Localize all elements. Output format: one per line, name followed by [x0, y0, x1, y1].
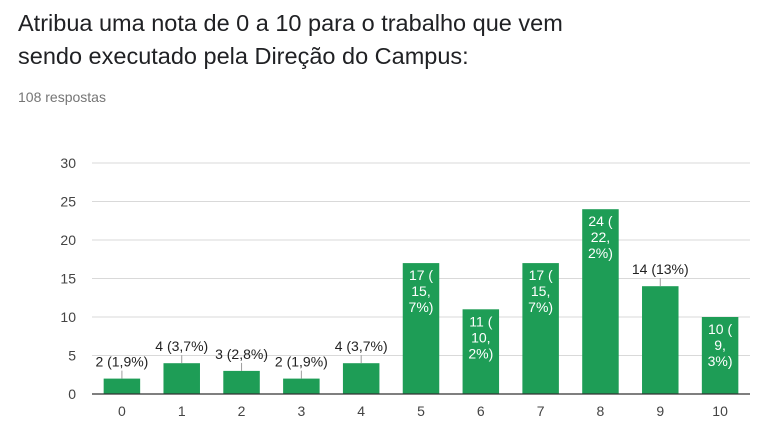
y-axis-ticks: 0 5 10 15 20 25 30 [60, 155, 76, 402]
bar-2 [223, 370, 260, 394]
y-tick-label-30: 30 [60, 155, 76, 171]
bars [103, 209, 739, 394]
title-line-2: sendo executado pela Direção do Campus: [18, 43, 469, 69]
data-label-4: 4 (3,7%) [335, 338, 388, 354]
x-tick-label-3: 3 [297, 403, 305, 419]
bar-6 [462, 309, 500, 394]
data-label-5: 17 (15, 7%) [409, 267, 434, 315]
x-tick-label-9: 9 [656, 403, 664, 419]
x-tick-label-7: 7 [537, 403, 545, 419]
response-count: 108 respostas [18, 89, 106, 105]
x-tick-label-1: 1 [178, 403, 186, 419]
y-tick-label-10: 10 [60, 309, 76, 325]
x-tick-label-8: 8 [597, 403, 605, 419]
page-title: Atribua uma nota de 0 a 10 para o trabal… [18, 7, 738, 73]
data-label-10: 10 (9, 3%) [708, 321, 733, 369]
title-line-1: Atribua uma nota de 0 a 10 para o trabal… [18, 10, 563, 36]
y-tick-label-0: 0 [68, 386, 76, 402]
y-tick-label-5: 5 [68, 348, 76, 364]
y-tick-label-15: 15 [60, 271, 76, 287]
x-tick-label-2: 2 [238, 403, 246, 419]
bar-5 [402, 263, 440, 394]
data-label-6: 11 (10, 2%) [468, 313, 493, 361]
data-label-9: 14 (13%) [632, 261, 689, 277]
x-tick-label-10: 10 [712, 403, 728, 419]
data-labels: 2 (1,9%) 4 (3,7%) 3 (2,8%) 2 (1,9%) 4 (3,7%)… [95, 213, 733, 379]
bar-9 [642, 286, 679, 394]
y-tick-label-25: 25 [60, 194, 76, 210]
bar-3 [283, 378, 320, 394]
bar-10 [701, 317, 739, 394]
data-label-7: 17 (15, 7%) [528, 267, 553, 315]
bar-4 [342, 363, 380, 394]
x-tick-label-0: 0 [118, 403, 126, 419]
bar-8 [582, 209, 619, 394]
x-tick-label-6: 6 [477, 403, 485, 419]
data-label-8: 24 (22, 2%) [588, 213, 613, 261]
bar-7 [522, 263, 559, 394]
data-label-3: 2 (1,9%) [275, 354, 328, 370]
data-label-0: 2 (1,9%) [95, 354, 148, 370]
x-tick-label-4: 4 [357, 403, 365, 419]
data-label-2: 3 (2,8%) [215, 346, 268, 362]
data-label-1: 4 (3,7%) [155, 338, 208, 354]
y-tick-label-20: 20 [60, 232, 76, 248]
x-axis-ticks: 0 1 2 3 4 5 6 7 8 9 10 [92, 393, 750, 419]
bar-0 [103, 378, 141, 394]
bar-1 [163, 363, 200, 394]
x-tick-label-5: 5 [417, 403, 425, 419]
